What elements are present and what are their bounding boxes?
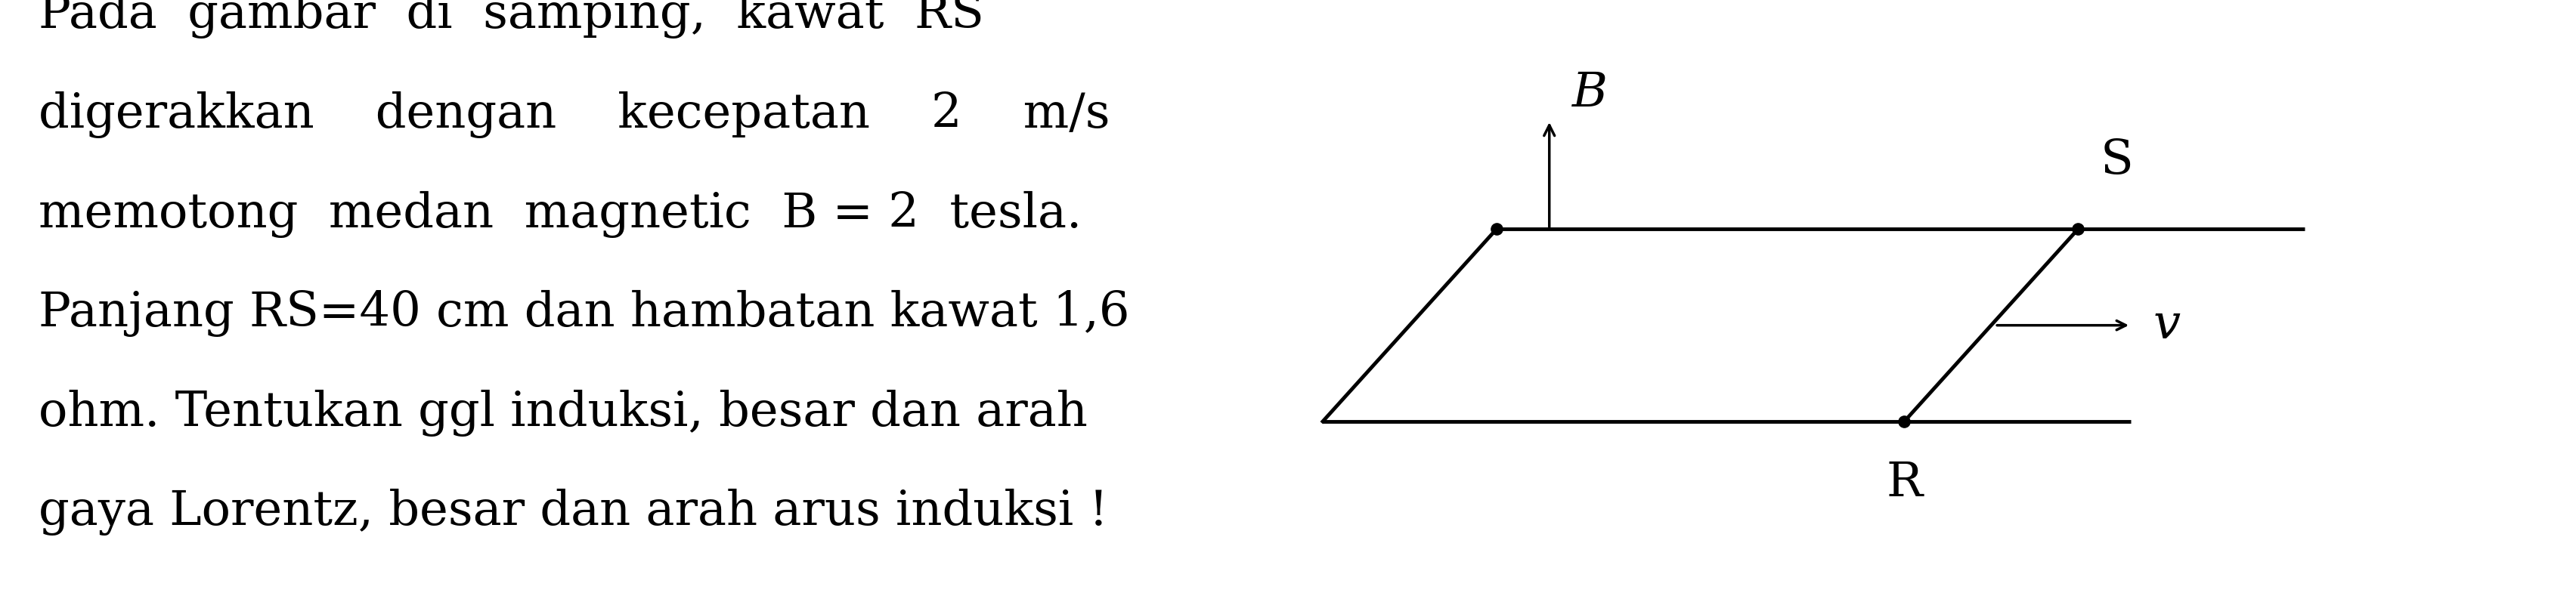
Text: memotong  medan  magnetic  B = 2  tesla.: memotong medan magnetic B = 2 tesla.: [39, 191, 1082, 238]
Text: R: R: [1886, 460, 1922, 506]
Text: Pada  gambar  di  samping,  kawat  RS: Pada gambar di samping, kawat RS: [39, 0, 984, 39]
Text: S: S: [2099, 138, 2133, 184]
Point: [1883, 417, 1924, 426]
Text: ohm. Tentukan ggl induksi, besar dan arah: ohm. Tentukan ggl induksi, besar dan ara…: [39, 389, 1087, 436]
Text: gaya Lorentz, besar dan arah arus induksi !: gaya Lorentz, besar dan arah arus induks…: [39, 489, 1108, 536]
Text: v: v: [2154, 302, 2182, 349]
Point: [2058, 225, 2099, 234]
Text: digerakkan    dengan    kecepatan    2    m/s: digerakkan dengan kecepatan 2 m/s: [39, 92, 1110, 138]
Text: B: B: [1571, 70, 1607, 117]
Point: [1476, 225, 1517, 234]
Text: Panjang RS=40 cm dan hambatan kawat 1,6: Panjang RS=40 cm dan hambatan kawat 1,6: [39, 290, 1131, 337]
